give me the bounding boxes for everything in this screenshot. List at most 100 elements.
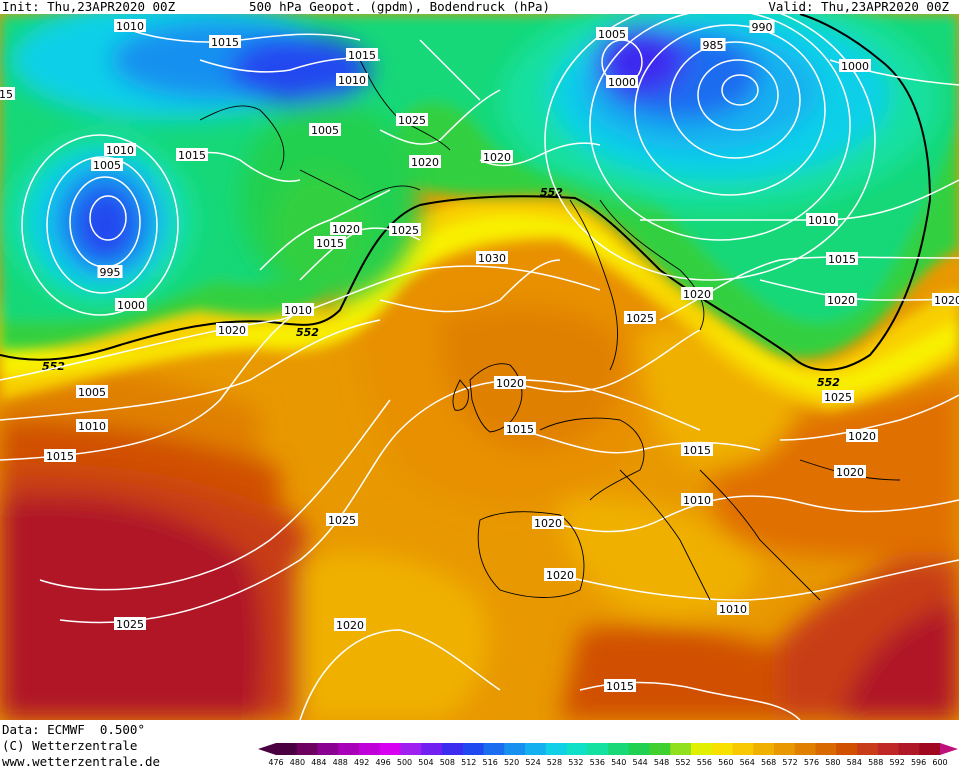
scale-arrow-right — [940, 743, 958, 755]
pressure-label: 1015 — [178, 149, 206, 162]
pressure-label: 1005 — [598, 28, 626, 41]
scale-tick-label: 488 — [333, 758, 348, 767]
scale-tick-label: 544 — [632, 758, 647, 767]
pressure-label-bg — [176, 148, 208, 161]
scale-swatch — [421, 743, 443, 755]
scale-swatch — [794, 743, 816, 755]
pressure-label-bg — [681, 493, 713, 506]
pressure-label-bg — [749, 20, 775, 33]
pressure-label: 1005 — [311, 124, 339, 137]
footer-bar: Data: ECMWF 0.500° (C) Wetterzentrale ww… — [0, 720, 959, 770]
pressure-labels: 1010 1015 1015 1010 1005 1025 1020 1020 1005 1000… — [0, 19, 959, 693]
isoline-552-label-2: 552 — [296, 326, 319, 339]
pressure-label-bg — [839, 59, 871, 72]
pressure-label: 1020 — [827, 294, 855, 307]
scale-swatch — [545, 743, 567, 755]
scale-tick-label: 520 — [504, 758, 519, 767]
scale-tick-label: 552 — [675, 758, 690, 767]
pressure-label: 1025 — [328, 514, 356, 527]
pressure-label-bg — [624, 311, 656, 324]
pressure-label: 1015 — [316, 237, 344, 250]
scale-swatch — [877, 743, 899, 755]
scale-swatch — [483, 743, 505, 755]
scale-tick-label: 572 — [782, 758, 797, 767]
pressure-label: 1015 — [348, 49, 376, 62]
pressure-label: 1005 — [93, 159, 121, 172]
scale-tick-label: 532 — [568, 758, 583, 767]
pressure-label-bg — [822, 390, 854, 403]
pressure-label: 1030 — [478, 252, 506, 265]
scale-tick-label: 524 — [525, 758, 540, 767]
pressure-label-bg — [700, 38, 726, 51]
pressure-label-bg — [826, 252, 858, 265]
scale-tick-label: 508 — [440, 758, 455, 767]
pressure-label: 1000 — [117, 299, 145, 312]
pressure-label: 1010 — [106, 144, 134, 157]
pressure-label: 15 — [0, 88, 13, 101]
scale-swatch — [504, 743, 526, 755]
scale-swatch — [566, 743, 588, 755]
scale-tick-label: 576 — [804, 758, 819, 767]
pressure-label: 990 — [752, 21, 773, 34]
pressure-label-bg — [494, 376, 526, 389]
pressure-label-bg — [209, 35, 241, 48]
scale-swatch — [525, 743, 547, 755]
pressure-label-bg — [409, 155, 441, 168]
pressure-label: 1020 — [836, 466, 864, 479]
pressure-label-bg — [476, 251, 508, 264]
scale-swatch — [462, 743, 484, 755]
pressure-label-bg — [0, 87, 15, 100]
pressure-label-bg — [389, 223, 421, 236]
pressure-label-bg — [681, 443, 713, 456]
pressure-label-bg — [76, 419, 108, 432]
scale-swatch — [608, 743, 630, 755]
pressure-label: 995 — [100, 266, 121, 279]
scale-swatch — [296, 743, 318, 755]
scale-swatch — [753, 743, 775, 755]
pressure-label: 1010 — [719, 603, 747, 616]
website-url: www.wetterzentrale.de — [2, 754, 161, 769]
pressure-label-bg — [97, 265, 123, 278]
pressure-label: 1020 — [336, 619, 364, 632]
data-source: Data: ECMWF 0.500° — [2, 722, 145, 737]
scale-tick-label: 480 — [290, 758, 305, 767]
pressure-label-bg — [717, 602, 749, 615]
scale-swatch — [670, 743, 692, 755]
scale-tick-label: 560 — [718, 758, 733, 767]
pressure-label: 1025 — [116, 618, 144, 631]
scale-swatch — [649, 743, 671, 755]
valid-time: Valid: Thu,23APR2020 00Z — [768, 0, 949, 14]
pressure-label: 1025 — [398, 114, 426, 127]
scale-tick-label: 512 — [461, 758, 476, 767]
scale-arrow-left — [258, 743, 276, 755]
isoline-552-label-3: 552 — [540, 186, 563, 199]
isoline-552 — [0, 14, 932, 371]
scale-tick-label: 592 — [890, 758, 905, 767]
pressure-label: 1015 — [46, 450, 74, 463]
pressure-label: 1020 — [332, 223, 360, 236]
map-svg: 552 552 552 552 — [0, 14, 959, 720]
pressure-label-bg — [396, 113, 428, 126]
init-time: Init: Thu,23APR2020 00Z — [2, 0, 176, 14]
scale-tick-label: 564 — [740, 758, 755, 767]
scale-tick-label: 496 — [375, 758, 390, 767]
scale-tick-label: 548 — [654, 758, 669, 767]
pressure-label-bg — [309, 123, 341, 136]
scale-swatch — [400, 743, 422, 755]
pressure-label: 1020 — [218, 324, 246, 337]
pressure-label-bg — [544, 568, 576, 581]
weather-map: 552 552 552 552 — [0, 14, 959, 720]
scale-swatch — [836, 743, 858, 755]
pressure-label-bg — [681, 287, 713, 300]
scale-tick-label: 516 — [483, 758, 498, 767]
pressure-label: 1010 — [338, 74, 366, 87]
scale-tick-label: 476 — [268, 758, 283, 767]
scale-swatch — [628, 743, 650, 755]
pressure-label-bg — [91, 158, 123, 171]
scale-swatch — [857, 743, 879, 755]
pressure-label-bg — [76, 385, 108, 398]
scale-swatch — [711, 743, 733, 755]
pressure-label-bg — [114, 617, 146, 630]
pressure-label-bg — [282, 303, 314, 316]
